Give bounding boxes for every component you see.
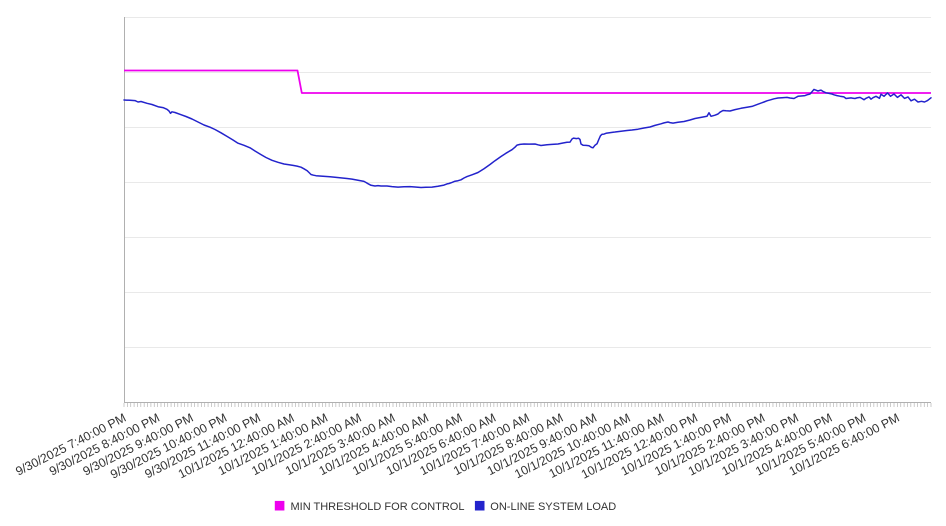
svg-text:ON-LINE SYSTEM LOAD: ON-LINE SYSTEM LOAD [490, 501, 616, 513]
svg-text:MIN THRESHOLD FOR CONTROL: MIN THRESHOLD FOR CONTROL [291, 501, 465, 513]
